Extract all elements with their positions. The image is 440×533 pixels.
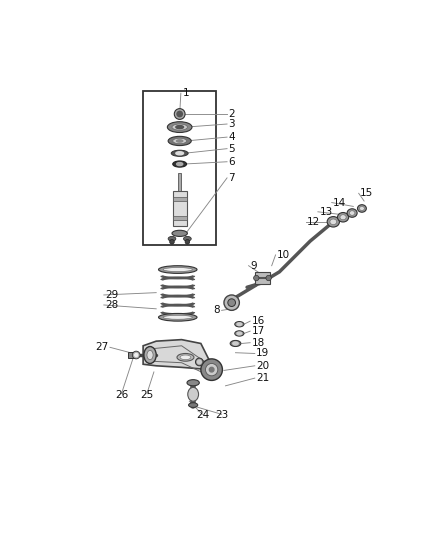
Ellipse shape <box>183 237 191 241</box>
Text: 15: 15 <box>360 188 374 198</box>
Text: 16: 16 <box>252 316 265 326</box>
Text: 28: 28 <box>106 300 119 310</box>
Ellipse shape <box>163 268 192 271</box>
Ellipse shape <box>177 353 194 361</box>
Ellipse shape <box>180 355 191 360</box>
Circle shape <box>135 353 138 357</box>
Ellipse shape <box>237 323 242 326</box>
Ellipse shape <box>176 163 183 166</box>
Ellipse shape <box>168 136 191 146</box>
Bar <box>255 272 270 284</box>
Ellipse shape <box>235 321 244 327</box>
Circle shape <box>266 276 271 281</box>
Bar <box>178 173 181 191</box>
Text: 10: 10 <box>277 250 290 260</box>
Text: 14: 14 <box>334 198 347 207</box>
Circle shape <box>195 358 203 366</box>
Ellipse shape <box>167 122 192 133</box>
Text: 5: 5 <box>229 144 235 154</box>
Circle shape <box>185 239 190 244</box>
Text: 9: 9 <box>250 261 257 271</box>
Text: 12: 12 <box>307 217 320 227</box>
Circle shape <box>209 367 214 372</box>
Text: 29: 29 <box>106 290 119 300</box>
Text: 4: 4 <box>229 132 235 142</box>
Text: 6: 6 <box>229 157 235 167</box>
Ellipse shape <box>357 205 367 212</box>
Ellipse shape <box>144 346 156 364</box>
Circle shape <box>224 295 239 310</box>
Circle shape <box>201 359 223 381</box>
Circle shape <box>170 239 174 244</box>
Ellipse shape <box>359 206 364 211</box>
Ellipse shape <box>237 332 242 335</box>
Text: 23: 23 <box>215 410 228 421</box>
Text: 24: 24 <box>196 410 209 421</box>
Text: 18: 18 <box>252 338 265 348</box>
Circle shape <box>228 299 235 306</box>
Bar <box>173 191 187 225</box>
Ellipse shape <box>233 342 238 345</box>
Text: 21: 21 <box>257 373 270 383</box>
Circle shape <box>198 360 201 364</box>
Text: 26: 26 <box>115 390 128 400</box>
Text: 27: 27 <box>95 342 109 352</box>
Ellipse shape <box>337 213 348 222</box>
Ellipse shape <box>173 138 187 144</box>
Circle shape <box>132 351 140 359</box>
Ellipse shape <box>330 219 337 224</box>
Circle shape <box>253 276 259 281</box>
Text: 2: 2 <box>229 109 235 119</box>
Ellipse shape <box>187 379 199 386</box>
Polygon shape <box>143 340 216 377</box>
Bar <box>143 91 216 245</box>
Text: 17: 17 <box>252 326 265 336</box>
Ellipse shape <box>188 387 198 401</box>
Text: 3: 3 <box>229 119 235 129</box>
Ellipse shape <box>158 313 197 321</box>
Bar <box>173 197 187 201</box>
Bar <box>173 216 187 220</box>
Circle shape <box>177 111 183 117</box>
Text: 13: 13 <box>319 207 333 217</box>
Ellipse shape <box>189 403 198 407</box>
Ellipse shape <box>171 150 188 156</box>
Circle shape <box>174 109 185 119</box>
Circle shape <box>205 364 218 376</box>
Ellipse shape <box>172 124 187 130</box>
Ellipse shape <box>176 152 183 155</box>
Ellipse shape <box>173 161 187 167</box>
Ellipse shape <box>347 209 357 217</box>
Ellipse shape <box>163 316 192 319</box>
Ellipse shape <box>147 350 153 360</box>
Ellipse shape <box>340 215 346 220</box>
Ellipse shape <box>230 341 241 346</box>
Bar <box>128 352 135 358</box>
Ellipse shape <box>172 230 187 237</box>
Ellipse shape <box>176 140 183 142</box>
Text: 7: 7 <box>229 173 235 183</box>
Text: 25: 25 <box>140 390 154 400</box>
Text: 20: 20 <box>257 361 269 371</box>
Text: 19: 19 <box>257 349 270 359</box>
Text: 8: 8 <box>213 305 220 316</box>
Ellipse shape <box>235 331 244 336</box>
Ellipse shape <box>158 265 197 273</box>
Ellipse shape <box>349 211 355 215</box>
Ellipse shape <box>327 216 340 227</box>
Text: 1: 1 <box>183 88 189 98</box>
Ellipse shape <box>176 126 183 128</box>
Ellipse shape <box>168 237 176 241</box>
